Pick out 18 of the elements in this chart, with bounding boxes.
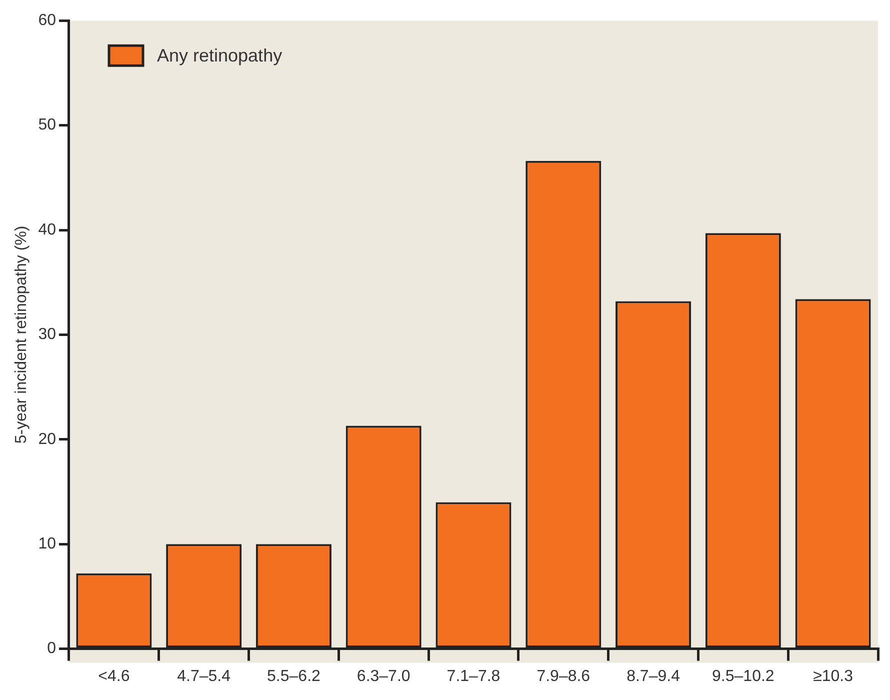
x-tick-label: 9.5–10.2 [712, 668, 774, 685]
y-axis-title: 5-year incident retinopathy (%) [13, 226, 30, 444]
x-tick-label: <4.6 [98, 668, 130, 685]
x-tick-label: 4.7–5.4 [177, 668, 231, 685]
y-tick-label: 30 [38, 326, 56, 344]
y-tick-label: 20 [38, 430, 56, 448]
y-tick-label: 0 [47, 640, 56, 658]
x-tick-label: 7.1–7.8 [446, 668, 500, 685]
legend-label: Any retinopathy [156, 46, 282, 66]
x-tick-label: 5.5–6.2 [267, 668, 321, 685]
x-tick-label: ≥10.3 [813, 668, 854, 685]
y-tick-label: 60 [38, 12, 56, 30]
y-tick-label: 40 [38, 221, 56, 238]
x-tick-label: 8.7–9.4 [626, 668, 680, 685]
x-tick-label: 7.9–8.6 [536, 668, 590, 685]
y-tick-label: 50 [38, 116, 56, 134]
y-tick-label: 10 [38, 536, 56, 553]
x-tick-label: 6.3–7.0 [356, 668, 410, 685]
